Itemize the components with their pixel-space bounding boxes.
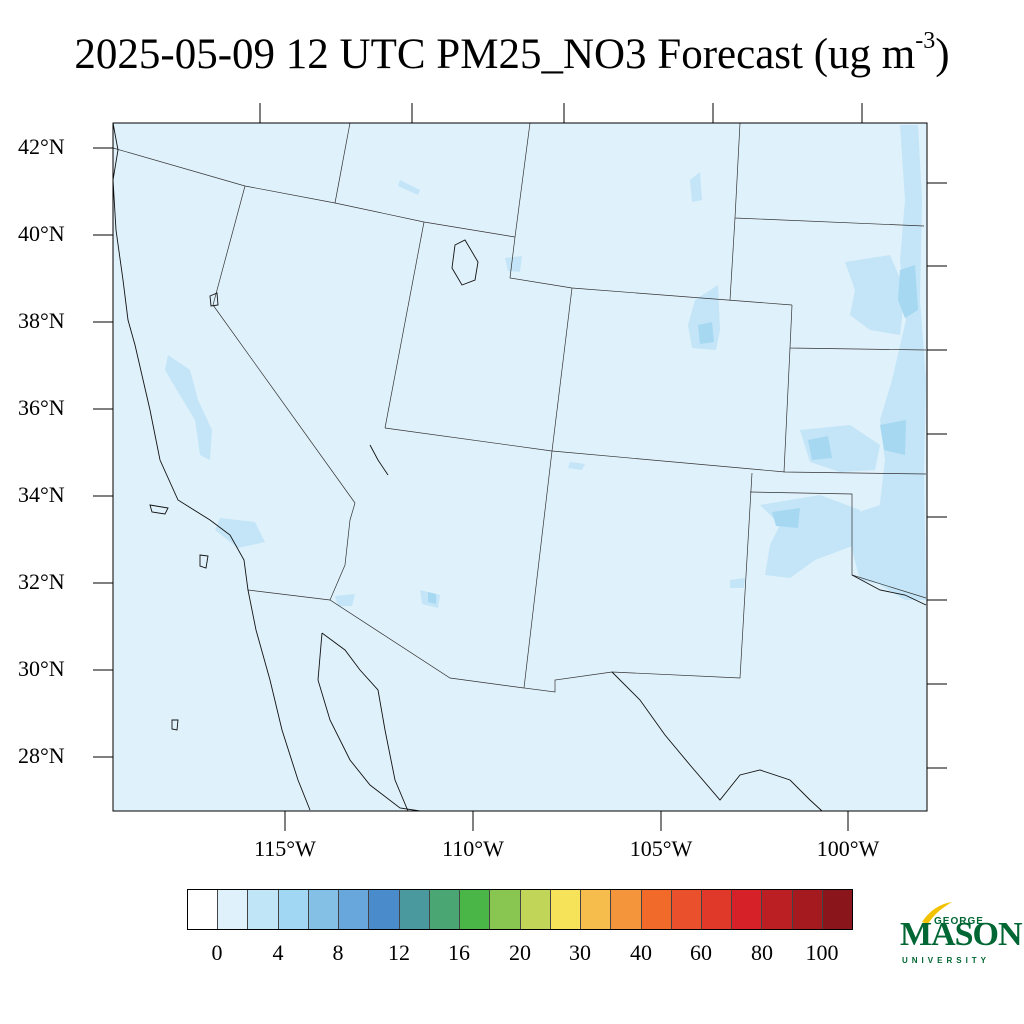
colorbar-label-0: 0 bbox=[211, 940, 223, 965]
lon-label-105w: 105°W bbox=[629, 836, 693, 861]
colorbar-swatch bbox=[369, 890, 400, 929]
colorbar-label-8: 8 bbox=[332, 940, 344, 965]
coastlines bbox=[112, 122, 927, 812]
colorbar-label-40: 40 bbox=[630, 940, 652, 965]
colorbar-swatch bbox=[460, 890, 491, 929]
lat-label-28n: 28°N bbox=[18, 743, 65, 768]
colorbar-label-12: 12 bbox=[388, 940, 410, 965]
colorbar-swatch bbox=[520, 890, 551, 929]
colorbar-label-4: 4 bbox=[272, 940, 284, 965]
colorbar-swatch bbox=[822, 890, 853, 929]
lat-label-32n: 32°N bbox=[18, 569, 65, 594]
colorbar-label-80: 80 bbox=[751, 940, 773, 965]
colorbar-label-30: 30 bbox=[569, 940, 591, 965]
colorbar-swatch bbox=[641, 890, 672, 929]
colorbar-swatch bbox=[490, 890, 521, 929]
map-frame bbox=[112, 122, 928, 812]
colorbar-swatch bbox=[611, 890, 642, 929]
colorbar-swatch bbox=[732, 890, 763, 929]
colorbar-swatch bbox=[429, 890, 461, 929]
map-background bbox=[113, 123, 927, 811]
colorbar-swatch bbox=[218, 890, 249, 929]
lat-label-40n: 40°N bbox=[18, 221, 65, 246]
concentration-areas bbox=[165, 125, 926, 608]
colorbar-swatch bbox=[278, 890, 309, 929]
colorbar-swatch bbox=[339, 890, 370, 929]
colorbar-label-100: 100 bbox=[805, 940, 839, 965]
title-main: 2025-05-09 12 UTC PM25_NO3 Forecast (ug … bbox=[74, 31, 916, 78]
lon-label-115w: 115°W bbox=[254, 836, 316, 861]
colorbar-swatch bbox=[248, 890, 279, 929]
colorbar-swatch bbox=[792, 890, 823, 929]
logo-main-text: MASON bbox=[900, 916, 1023, 953]
colorbar-swatch bbox=[399, 890, 430, 929]
title-superscript: -3 bbox=[915, 28, 936, 54]
map-ticks bbox=[93, 103, 947, 831]
colorbar-swatch bbox=[701, 890, 733, 929]
colorbar-label-20: 20 bbox=[509, 940, 531, 965]
lat-label-30n: 30°N bbox=[18, 656, 65, 681]
logo-swoosh-icon bbox=[922, 902, 952, 924]
title-close: ) bbox=[935, 31, 950, 78]
lat-label-36n: 36°N bbox=[18, 395, 65, 420]
colorbar bbox=[187, 889, 853, 930]
gmu-logo: GEORGE MASON UNIVERSITY bbox=[896, 900, 1023, 970]
lon-label-110w: 110°W bbox=[442, 836, 504, 861]
concentration-peaks bbox=[428, 265, 918, 604]
colorbar-swatch bbox=[550, 890, 582, 929]
colorbar-label-60: 60 bbox=[690, 940, 712, 965]
colorbar-swatch bbox=[671, 890, 702, 929]
colorbar-swatch bbox=[581, 890, 612, 929]
chart-title: 2025-05-09 12 UTC PM25_NO3 Forecast (ug … bbox=[0, 28, 1024, 79]
lat-label-34n: 34°N bbox=[18, 482, 65, 507]
lat-label-42n: 42°N bbox=[18, 134, 65, 159]
colorbar-swatch bbox=[762, 890, 793, 929]
colorbar-swatch bbox=[308, 890, 340, 929]
colorbar-label-16: 16 bbox=[448, 940, 470, 965]
lon-label-100w: 100°W bbox=[816, 836, 880, 861]
lat-label-38n: 38°N bbox=[18, 308, 65, 333]
map-panel bbox=[93, 103, 947, 831]
logo-bottom-text: UNIVERSITY bbox=[902, 956, 991, 965]
state-borders bbox=[112, 122, 927, 693]
colorbar-swatch bbox=[188, 890, 219, 929]
logo-top-text: GEORGE bbox=[934, 916, 984, 927]
